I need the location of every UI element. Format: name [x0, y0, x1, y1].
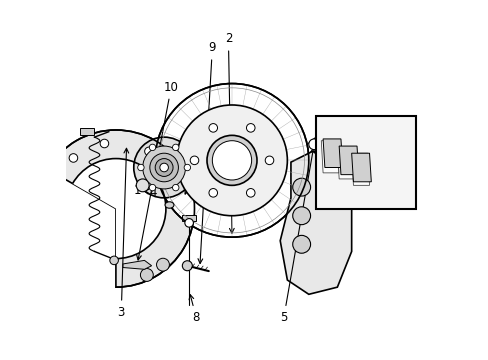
Circle shape	[149, 153, 178, 182]
Text: 4: 4	[143, 186, 157, 199]
Polygon shape	[123, 260, 151, 269]
Circle shape	[292, 235, 310, 253]
Circle shape	[206, 135, 257, 185]
Circle shape	[190, 156, 198, 165]
Circle shape	[138, 164, 144, 171]
Bar	[315, 116, 415, 208]
Text: 8: 8	[189, 294, 200, 324]
Circle shape	[176, 105, 287, 216]
Circle shape	[149, 144, 155, 150]
Circle shape	[208, 189, 217, 197]
Circle shape	[208, 123, 217, 132]
Circle shape	[212, 141, 251, 180]
Circle shape	[292, 207, 310, 225]
Text: 3: 3	[117, 148, 128, 319]
Polygon shape	[351, 153, 369, 185]
Circle shape	[110, 256, 118, 265]
Ellipse shape	[164, 202, 174, 208]
Bar	[182, 215, 196, 221]
Circle shape	[292, 178, 310, 196]
Circle shape	[155, 84, 308, 237]
Circle shape	[100, 139, 108, 148]
Circle shape	[246, 189, 255, 197]
Text: 9: 9	[198, 41, 216, 264]
Circle shape	[264, 156, 273, 165]
Text: 7: 7	[184, 157, 200, 194]
Circle shape	[160, 163, 168, 172]
Circle shape	[155, 158, 173, 176]
Polygon shape	[337, 147, 354, 179]
Circle shape	[308, 139, 319, 150]
Text: 1: 1	[133, 170, 156, 197]
Circle shape	[149, 184, 155, 191]
Circle shape	[134, 137, 194, 198]
Circle shape	[182, 261, 192, 271]
Circle shape	[140, 269, 153, 282]
Circle shape	[172, 184, 179, 191]
Circle shape	[246, 123, 255, 132]
Circle shape	[136, 179, 149, 192]
Circle shape	[69, 154, 78, 162]
Bar	[80, 128, 94, 135]
Circle shape	[156, 258, 169, 271]
Text: 2: 2	[224, 32, 234, 233]
Polygon shape	[321, 141, 339, 173]
Text: 5: 5	[280, 148, 314, 324]
Polygon shape	[323, 139, 342, 167]
Polygon shape	[351, 153, 370, 182]
Wedge shape	[72, 158, 165, 258]
Circle shape	[172, 144, 179, 150]
Text: 6: 6	[321, 129, 358, 158]
Polygon shape	[280, 152, 351, 294]
Polygon shape	[339, 146, 358, 175]
Text: 10: 10	[136, 81, 178, 260]
Wedge shape	[48, 130, 194, 287]
Circle shape	[184, 219, 193, 227]
Circle shape	[184, 164, 190, 171]
Circle shape	[144, 147, 153, 156]
Circle shape	[142, 146, 185, 189]
